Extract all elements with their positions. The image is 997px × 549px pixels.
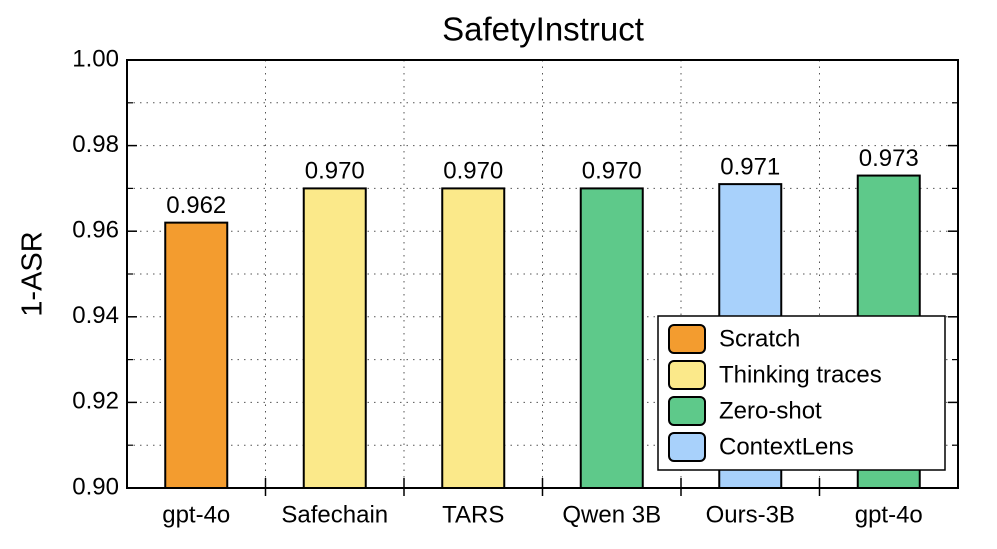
legend-label: ContextLens: [719, 433, 854, 460]
x-tick-label: Qwen 3B: [562, 501, 661, 528]
legend-swatch: [668, 360, 706, 390]
value-label: 0.970: [305, 158, 365, 185]
bar: [441, 187, 506, 489]
legend-swatch: [668, 432, 706, 462]
x-tick-label: gpt-4o: [162, 501, 230, 528]
value-label: 0.971: [720, 153, 780, 180]
value-label: 0.962: [166, 192, 226, 219]
legend-label: Thinking traces: [719, 361, 882, 388]
y-tick-label: 0.98: [72, 131, 119, 158]
value-label: 0.970: [443, 158, 503, 185]
x-tick-label: TARS: [442, 501, 504, 528]
bar: [302, 187, 367, 489]
chart-title: SafetyInstruct: [442, 11, 644, 48]
y-tick-label: 0.90: [72, 473, 119, 500]
bar: [164, 221, 229, 489]
y-tick-label: 1.00: [72, 45, 119, 72]
x-tick-label: Ours-3B: [706, 501, 795, 528]
x-tick-label: Safechain: [281, 501, 388, 528]
legend-swatch: [668, 396, 706, 426]
value-label: 0.970: [582, 158, 642, 185]
y-tick-label: 0.92: [72, 388, 119, 415]
x-tick-label: gpt-4o: [855, 501, 923, 528]
value-label: 0.973: [859, 145, 919, 172]
bar: [579, 187, 644, 489]
plot-frame: [126, 59, 959, 489]
legend-swatch: [668, 324, 706, 354]
legend-label: Scratch: [719, 325, 800, 352]
legend-label: Zero-shot: [719, 397, 822, 424]
y-tick-label: 0.94: [72, 302, 119, 329]
y-tick-label: 0.96: [72, 217, 119, 244]
y-axis-label: 1-ASR: [17, 231, 49, 316]
